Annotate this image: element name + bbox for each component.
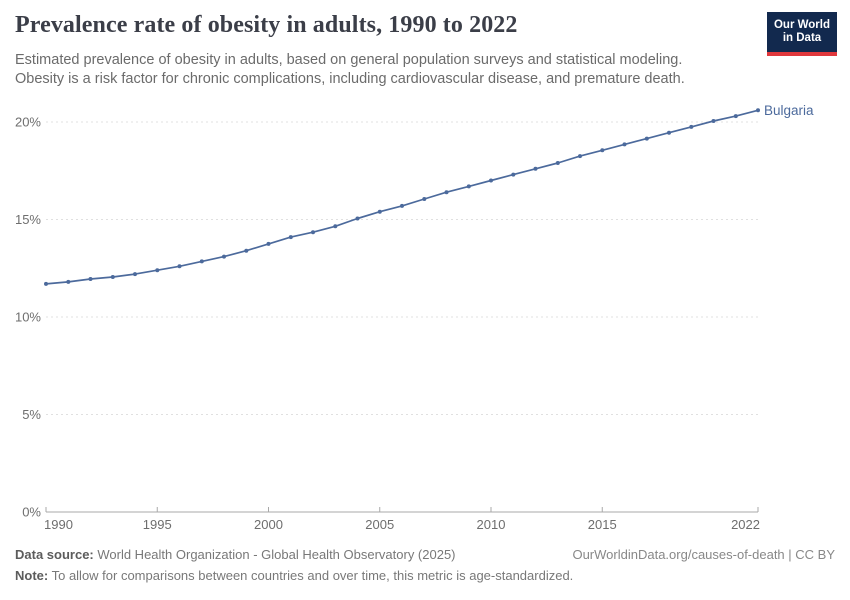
data-point-marker bbox=[88, 277, 93, 281]
data-point-marker bbox=[222, 254, 226, 259]
note-text: To allow for comparisons between countri… bbox=[48, 568, 574, 583]
data-point-marker bbox=[444, 190, 449, 195]
owid-logo-text-line1: Our World bbox=[773, 19, 830, 31]
y-axis-tick-label: 10% bbox=[15, 310, 41, 325]
x-axis-tick-label: 1995 bbox=[143, 517, 172, 532]
x-axis-tick-label: 2022 bbox=[731, 517, 760, 532]
data-source-line: Data source: World Health Organization -… bbox=[15, 547, 456, 562]
data-point-marker bbox=[578, 154, 582, 159]
data-point-marker bbox=[177, 264, 182, 269]
x-axis-tick-label: 1990 bbox=[44, 517, 73, 532]
data-point-marker bbox=[466, 184, 471, 189]
y-axis-tick-label: 20% bbox=[15, 115, 41, 130]
note-label: Note: bbox=[15, 568, 49, 583]
owid-logo-box: Our World in Data bbox=[767, 12, 837, 52]
data-point-marker bbox=[711, 119, 716, 123]
x-axis-tick-label: 2005 bbox=[365, 517, 394, 532]
owid-logo: Our World in Data bbox=[767, 12, 837, 56]
data-point-marker bbox=[555, 161, 560, 165]
data-point-marker bbox=[533, 166, 538, 171]
data-point-marker bbox=[511, 172, 516, 177]
data-point-marker bbox=[667, 130, 671, 135]
y-axis-tick-label: 0% bbox=[22, 505, 41, 520]
data-point-marker bbox=[733, 114, 738, 119]
chart-footer: Data source: World Health Organization -… bbox=[15, 547, 835, 583]
note-line: Note: To allow for comparisons between c… bbox=[15, 568, 835, 583]
data-point-marker bbox=[622, 142, 627, 147]
chart-subtitle: Estimated prevalence of obesity in adult… bbox=[15, 51, 760, 89]
data-source-text: World Health Organization - Global Healt… bbox=[93, 547, 456, 562]
data-point-marker bbox=[266, 241, 271, 246]
data-point-marker bbox=[422, 197, 427, 201]
data-point-marker bbox=[355, 216, 360, 221]
x-axis-tick-label: 2000 bbox=[254, 517, 283, 532]
data-point-marker bbox=[489, 178, 493, 183]
data-point-marker bbox=[756, 108, 760, 113]
series-end-label: Bulgaria bbox=[764, 103, 814, 118]
data-point-marker bbox=[199, 259, 204, 264]
data-point-marker bbox=[44, 281, 48, 286]
data-point-marker bbox=[133, 272, 137, 277]
owid-logo-red-bar bbox=[767, 52, 837, 56]
y-axis-tick-label: 5% bbox=[22, 407, 41, 422]
attribution-link: OurWorldinData.org/causes-of-death | CC … bbox=[572, 547, 835, 562]
data-point-marker bbox=[311, 230, 315, 235]
data-point-marker bbox=[244, 248, 249, 253]
owid-logo-text-line2: in Data bbox=[782, 32, 822, 44]
page-title: Prevalence rate of obesity in adults, 19… bbox=[15, 12, 518, 38]
data-line bbox=[45, 109, 759, 285]
data-point-marker bbox=[66, 279, 71, 284]
data-source-label: Data source: bbox=[15, 547, 94, 562]
y-axis-tick-label: 15% bbox=[15, 212, 41, 227]
data-point-marker bbox=[377, 209, 382, 214]
chart-canvas: 0% 5% 10% 15% 20% 1990 1995 2000 2005 2010 2015 202… bbox=[15, 103, 814, 532]
x-axis-tick-label: 2015 bbox=[588, 517, 617, 532]
data-point-marker bbox=[644, 136, 649, 141]
data-point-marker bbox=[689, 124, 694, 129]
data-point-marker bbox=[155, 268, 160, 273]
data-point-marker bbox=[333, 224, 338, 229]
subtitle-line-2: Obesity is a risk factor for chronic com… bbox=[15, 71, 685, 87]
data-point-marker bbox=[400, 203, 404, 208]
x-axis-tick-label: 2010 bbox=[477, 517, 506, 532]
data-point-marker bbox=[110, 275, 115, 279]
data-point-marker bbox=[600, 148, 605, 153]
subtitle-line-1: Estimated prevalence of obesity in adult… bbox=[15, 52, 683, 68]
data-point-marker bbox=[288, 235, 293, 240]
